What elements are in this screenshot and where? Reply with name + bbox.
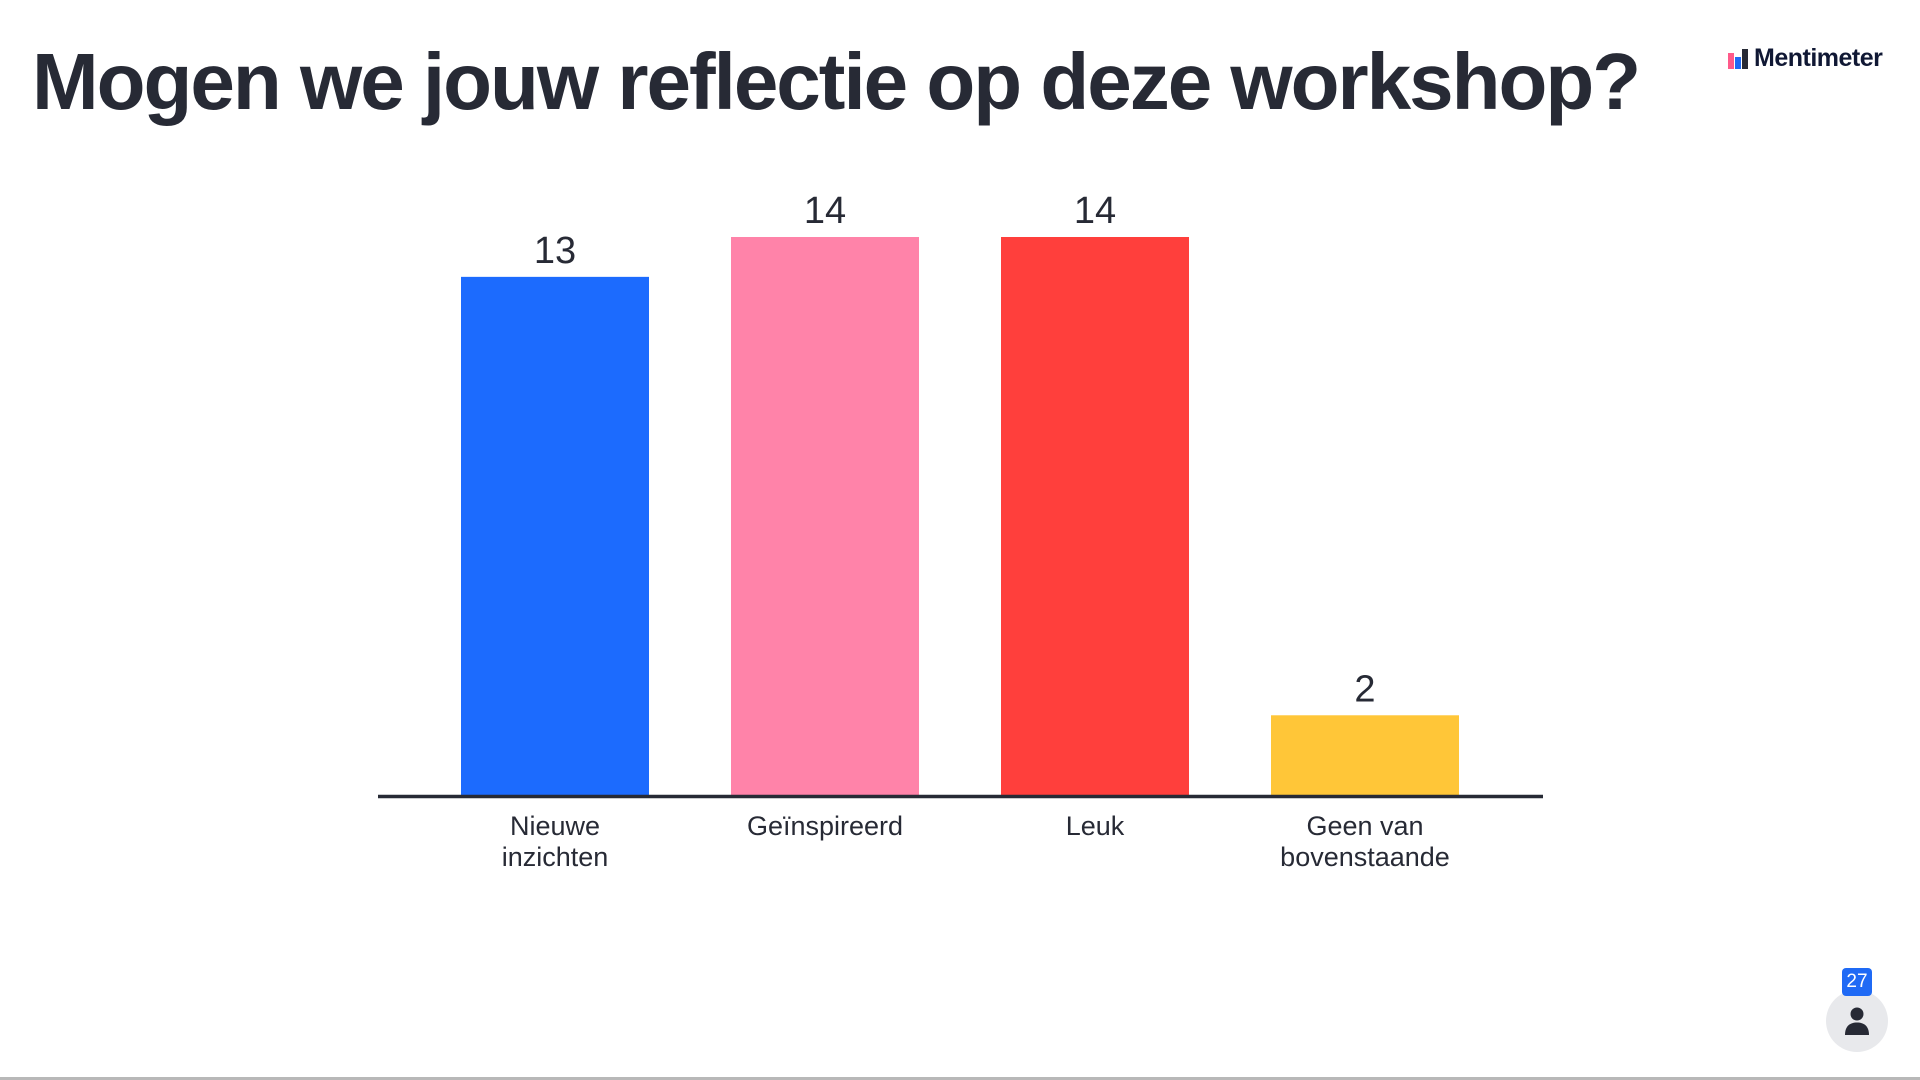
category-label-line: Geïnspireerd xyxy=(747,811,903,841)
participant-count-badge: 27 xyxy=(1842,968,1872,996)
category-label-line: Nieuwe xyxy=(510,811,600,841)
bar-2 xyxy=(1001,237,1189,795)
category-label-line: Leuk xyxy=(1066,811,1125,841)
bar-0 xyxy=(461,276,649,795)
logo-mark-bar-2 xyxy=(1735,56,1741,69)
logo-mark-bar-1 xyxy=(1728,52,1734,69)
logo-mark-bar-3 xyxy=(1742,48,1748,69)
category-label: Geïnspireerd xyxy=(747,811,903,841)
mentimeter-logo-icon xyxy=(1728,48,1748,69)
category-label: Leuk xyxy=(1066,811,1125,841)
logo-text: Mentimeter xyxy=(1754,44,1883,72)
mentimeter-logo: Mentimeter xyxy=(1728,44,1883,73)
person-icon xyxy=(1845,1007,1869,1035)
bar-1 xyxy=(731,237,919,795)
category-label-line: inzichten xyxy=(502,842,609,872)
category-label: Nieuwe inzichten xyxy=(502,811,609,872)
audience-button[interactable] xyxy=(1826,990,1888,1052)
bar-3 xyxy=(1271,715,1459,795)
category-label-line: Geen van xyxy=(1306,811,1423,841)
bar-value-label: 2 xyxy=(1354,668,1375,710)
category-label-line: bovenstaande xyxy=(1280,842,1450,872)
bar-value-label: 13 xyxy=(534,230,576,272)
bottom-divider xyxy=(0,1077,1920,1080)
bar-value-label: 14 xyxy=(804,190,846,232)
bar-value-label: 14 xyxy=(1074,190,1116,232)
slide-title: Mogen we jouw reflectie op deze workshop… xyxy=(32,37,1641,126)
category-label: Geen van bovenstaande xyxy=(1280,811,1450,872)
